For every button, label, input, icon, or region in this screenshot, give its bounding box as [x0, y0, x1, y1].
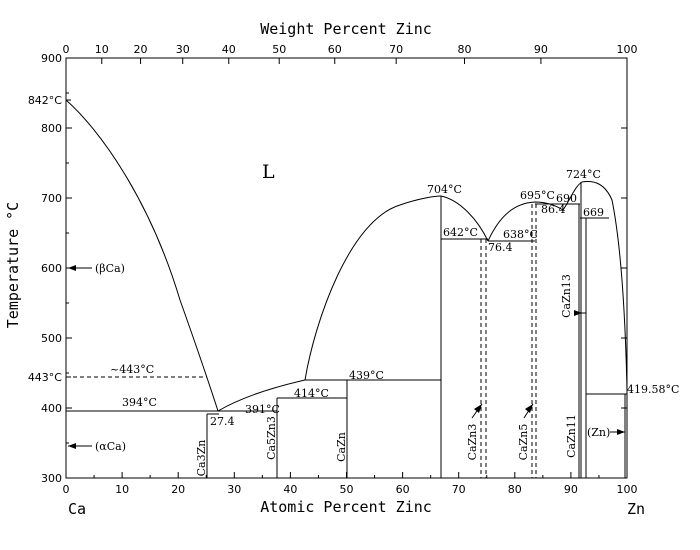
- label-27-4: 27.4: [210, 415, 235, 428]
- top-tick-label-70: 70: [389, 43, 403, 56]
- liquidus-ca-side: [65, 99, 219, 412]
- bottom-tick-label-50: 50: [340, 483, 354, 496]
- label-690: 690: [556, 192, 577, 205]
- left-end-label-ca: Ca: [68, 500, 86, 518]
- top-tick-label-0: 0: [63, 43, 70, 56]
- liquidus-cazn3-right: [440, 195, 489, 242]
- arrow-cazn13: [574, 310, 586, 316]
- top-axis-ticks: 0 10 20 30 40 50 60 70 80 90 100: [63, 43, 638, 64]
- bottom-tick-label-20: 20: [171, 483, 185, 496]
- left-tick-label-400: 400: [41, 402, 62, 415]
- top-tick-label-50: 50: [272, 43, 286, 56]
- label-beta-ca: (βCa): [95, 262, 125, 275]
- label-ca5zn3: Ca5Zn3: [265, 416, 278, 460]
- bottom-tick-label-60: 60: [396, 483, 410, 496]
- right-end-label-zn: Zn: [627, 500, 645, 518]
- label-443: ~443°C: [110, 363, 154, 376]
- liquidus-cazn5-dome: [487, 201, 564, 242]
- bottom-tick-label-30: 30: [227, 483, 241, 496]
- top-tick-label-40: 40: [222, 43, 236, 56]
- label-638: 638°C: [503, 228, 538, 241]
- left-tick-443: 443°C: [28, 371, 62, 384]
- label-cazn: CaZn: [335, 432, 348, 462]
- label-76-4: 76.4: [488, 241, 513, 254]
- top-axis-title: Weight Percent Zinc: [260, 20, 432, 38]
- left-tick-842: 842°C: [28, 94, 62, 107]
- label-zn: (Zn): [587, 426, 610, 439]
- left-tick-label-900: 900: [41, 52, 62, 65]
- label-704: 704°C: [427, 183, 462, 196]
- left-tick-label-700: 700: [41, 192, 62, 205]
- bottom-axis-ticks: 0 10 20 30 40 50 60 70 80 90 100: [63, 472, 638, 496]
- liquidus-peritectic-region: [217, 379, 306, 412]
- bottom-axis-title: Atomic Percent Zinc: [260, 498, 432, 516]
- liquid-phase-label: L: [262, 161, 275, 183]
- top-tick-label-20: 20: [134, 43, 148, 56]
- label-724: 724°C: [566, 168, 601, 181]
- label-alpha-ca: (αCa): [95, 440, 126, 453]
- bottom-tick-label-80: 80: [508, 483, 522, 496]
- label-391: 391°C: [245, 403, 280, 416]
- arrow-beta-ca: [68, 265, 92, 271]
- arrow-alpha-ca: [68, 443, 92, 449]
- bottom-tick-label-70: 70: [452, 483, 466, 496]
- label-642: 642°C: [443, 226, 478, 239]
- left-tick-label-600: 600: [41, 262, 62, 275]
- liquidus-cazn3-dome: [304, 195, 442, 381]
- bottom-tick-label-0: 0: [63, 483, 70, 496]
- label-cazn3: CaZn3: [466, 424, 479, 461]
- left-tick-label-500: 500: [41, 332, 62, 345]
- label-cazn13: CaZn13: [560, 274, 573, 318]
- bottom-tick-label-90: 90: [564, 483, 578, 496]
- label-cazn5: CaZn5: [517, 424, 530, 461]
- label-394: 394°C: [122, 396, 157, 409]
- left-tick-label-800: 800: [41, 122, 62, 135]
- top-tick-label-90: 90: [534, 43, 548, 56]
- top-tick-label-60: 60: [328, 43, 342, 56]
- label-439: 439°C: [349, 369, 384, 382]
- bottom-tick-label-100: 100: [617, 483, 638, 496]
- top-tick-label-80: 80: [457, 43, 471, 56]
- liquidus-cazn13-dome: [562, 181, 628, 391]
- top-tick-label-10: 10: [95, 43, 109, 56]
- label-86-4: 86.4: [541, 203, 566, 216]
- arrow-cazn5: [523, 403, 534, 419]
- label-ca3zn: Ca3Zn: [195, 440, 208, 477]
- label-cazn11: CaZn11: [565, 414, 578, 458]
- label-669: 669: [583, 206, 604, 219]
- top-tick-label-30: 30: [176, 43, 190, 56]
- top-tick-label-100: 100: [617, 43, 638, 56]
- arrow-cazn3: [471, 403, 483, 419]
- bottom-tick-label-10: 10: [115, 483, 129, 496]
- label-414: 414°C: [294, 387, 329, 400]
- label-695: 695°C: [520, 189, 555, 202]
- left-axis-title: Temperature °C: [4, 202, 22, 328]
- label-419: 419.58°C: [627, 383, 679, 396]
- left-axis-ticks: 300 400 500 600 700 800 900: [41, 52, 627, 485]
- arrow-zn: [610, 429, 625, 435]
- left-tick-label-300: 300: [41, 472, 62, 485]
- bottom-tick-label-40: 40: [283, 483, 297, 496]
